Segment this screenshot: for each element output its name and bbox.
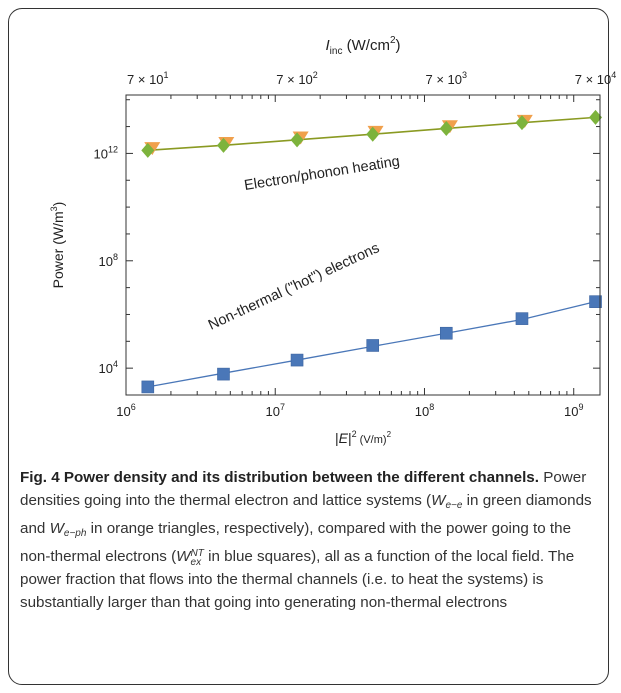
data-point-diamond [515, 115, 529, 131]
data-point-square [366, 339, 380, 352]
caption-w-ex-scripts: NT ex [190, 548, 204, 568]
data-point-square [290, 353, 304, 367]
x-tick-label: 109 [564, 402, 583, 419]
data-point-square [589, 295, 602, 308]
figure-caption: Fig. 4 Power density and its distributio… [20, 466, 598, 614]
data-point-square [141, 380, 155, 394]
data-point-diamond [141, 142, 155, 158]
y-tick-label: 104 [99, 359, 118, 376]
caption-w-eph-sub: e−ph [63, 528, 87, 539]
y-tick-label: 1012 [94, 144, 118, 161]
caption-w-ex: W [176, 548, 191, 565]
y-tick-label: 108 [99, 252, 118, 269]
caption-w-ex-sup: NT [190, 548, 204, 559]
caption-w-ex-sub: ex [190, 557, 202, 568]
top-tick-label: 7 × 101 [127, 70, 169, 87]
x-tick-label: 107 [265, 402, 284, 419]
data-point-diamond [439, 120, 453, 136]
data-point-square [515, 312, 529, 325]
annotation-nonthermal: Non-thermal ("hot") electrons [206, 240, 382, 333]
y-axis-title: Power (W/m3) [49, 202, 66, 289]
x-tick-label: 108 [415, 402, 434, 419]
caption-text-1: Power densities going into the thermal e… [20, 469, 587, 509]
caption-text-4: in blue squares), all as a function of t… [20, 548, 575, 611]
data-point-square [217, 367, 230, 381]
x-axis-title: |E|2 (V/m)2 [335, 429, 392, 446]
data-point-diamond [216, 137, 230, 153]
caption-w-ee: W [431, 492, 446, 509]
top-tick-label: 7 × 104 [575, 70, 617, 87]
caption-title: Fig. 4 Power density and its distributio… [20, 469, 539, 486]
caption-text-2: in green diamonds and [20, 492, 592, 537]
data-point-square [439, 326, 453, 340]
data-point-diamond [366, 126, 380, 142]
x-tick-label: 106 [116, 402, 135, 419]
data-point-diamond [290, 132, 304, 148]
top-axis-title: Iinc (W/cm2) [325, 35, 400, 57]
caption-w-eph: W [49, 520, 64, 537]
data-point-diamond [589, 109, 603, 125]
power-density-chart: 106 107 108 109 104 108 1012 7 × 101 7 × 102 7 × … [49, 35, 617, 446]
figure-frame [8, 8, 609, 685]
caption-text-3: in orange triangles, respectively), comp… [20, 520, 572, 565]
top-tick-label: 7 × 102 [276, 70, 318, 87]
caption-w-ee-sub: e−e [445, 500, 463, 511]
annotation-electron-phonon: Electron/phonon heating [243, 154, 401, 194]
plot-frame [125, 94, 601, 396]
top-tick-label: 7 × 103 [426, 70, 468, 87]
